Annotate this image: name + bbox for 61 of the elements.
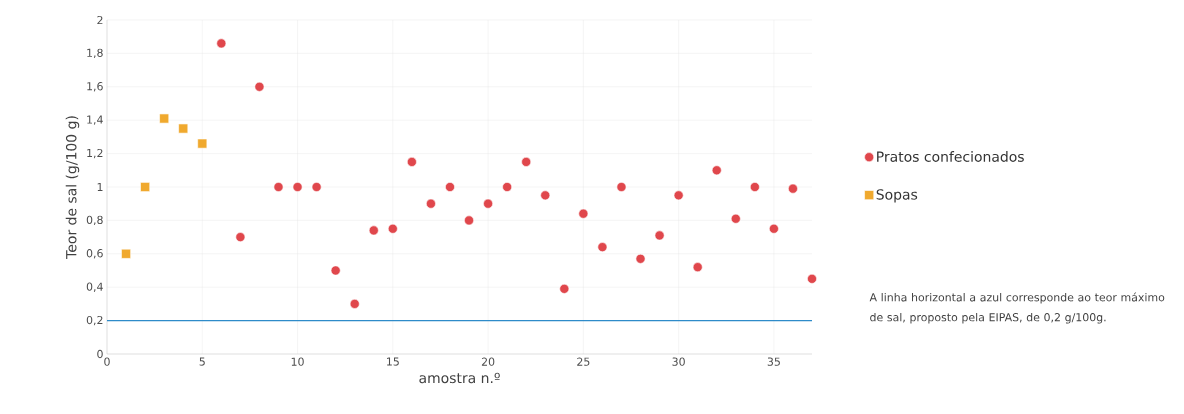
point: [235, 232, 246, 242]
point: [159, 113, 170, 124]
point: [197, 138, 208, 149]
x-tick-label: 0: [104, 357, 110, 366]
y-tick-label: 0,2: [86, 315, 103, 326]
point: [140, 182, 151, 192]
y-tick-label: 0,6: [86, 249, 103, 259]
point: [426, 198, 436, 209]
x-tick-label: 5: [199, 357, 205, 366]
point: [368, 225, 379, 236]
point: [387, 223, 398, 234]
x-tick-label: 15: [387, 357, 399, 366]
point: [311, 182, 322, 192]
point: [711, 165, 722, 176]
point: [349, 299, 360, 309]
y-axis-title: Teor de sal (g/100 g): [65, 116, 80, 259]
point: [464, 215, 474, 226]
point: [273, 182, 284, 192]
point: [578, 208, 589, 219]
x-tick-label: 30: [672, 357, 685, 366]
legend-label: Pratos confecionados: [877, 151, 1024, 162]
point: [406, 157, 417, 167]
x-tick-label: 35: [767, 357, 780, 366]
x-axis-title: amostra n.º: [419, 372, 500, 384]
y-tick-label: 2: [97, 15, 103, 25]
point: [654, 230, 665, 241]
point: [216, 38, 227, 49]
point: [502, 182, 513, 192]
point: [540, 190, 551, 201]
x-tick-label: 10: [291, 357, 304, 366]
point: [330, 265, 341, 276]
point: [616, 182, 627, 192]
legend-label: Sopas: [876, 189, 918, 203]
y-tick-label: 1,8: [87, 48, 103, 59]
y-tick-label: 1: [97, 183, 103, 191]
point: [692, 262, 703, 273]
point: [730, 213, 741, 224]
point: [521, 157, 532, 167]
point: [749, 182, 760, 192]
y-tick-label: 0: [97, 349, 103, 359]
point: [597, 242, 608, 253]
point: [635, 253, 646, 264]
point: [788, 183, 798, 194]
point: [445, 182, 455, 192]
y-tick-label: 1,4: [87, 115, 103, 125]
point: [483, 198, 493, 209]
y-tick-label: 1,2: [87, 148, 103, 159]
x-tick-label: 20: [481, 357, 495, 366]
text: A linha horizontal a azul corresponde ao teor máximo de sal, proposto pela EIPAS, de 0,2 g/100g.: [869, 292, 1165, 324]
point: [178, 123, 189, 134]
point: [121, 248, 131, 259]
x-tick-label: 25: [577, 357, 590, 366]
point: [807, 273, 817, 284]
y-tick-label: 0,8: [86, 215, 103, 226]
y-tick-label: 0,4: [86, 282, 103, 292]
point: [559, 283, 570, 294]
point: [673, 190, 684, 201]
point: [769, 223, 779, 234]
point: [254, 81, 265, 92]
point: [292, 182, 303, 192]
y-tick-label: 1,6: [87, 82, 103, 92]
